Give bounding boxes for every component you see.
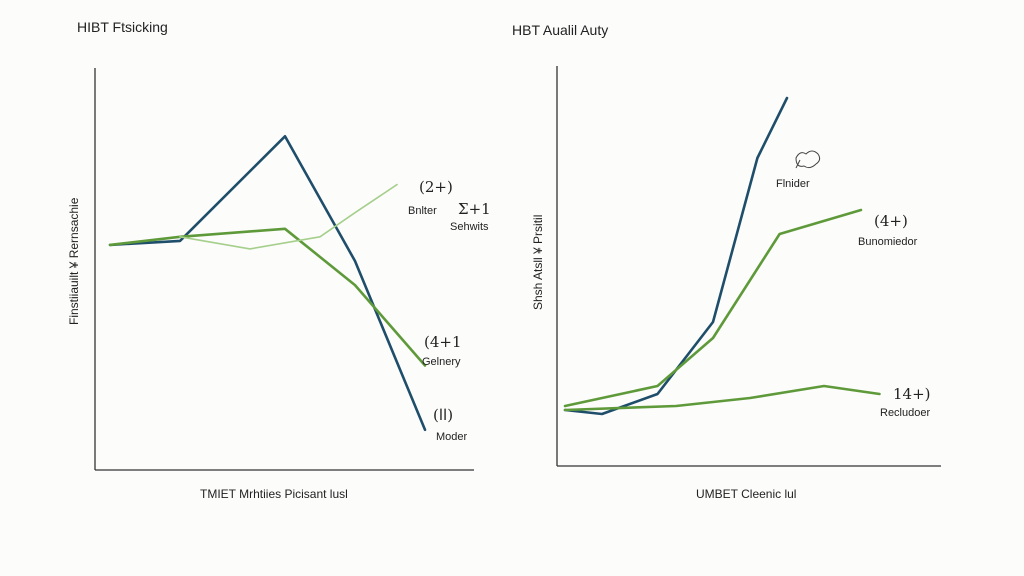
chart-left-annotation-value: Ʃ+1	[458, 200, 491, 218]
chart-left-annotation-label: Sehwits	[450, 221, 489, 233]
doodle-icon	[795, 150, 821, 169]
chart-left-annotation-label: Bnlter	[408, 205, 437, 217]
chart-left-annotation-value: (4+1	[424, 333, 462, 351]
chart-left-annotation-value: (اا)	[433, 406, 453, 424]
chart-left-series-line	[108, 227, 427, 367]
chart-left-plot	[108, 135, 427, 432]
chart-right-annotation-label: Bunomiedor	[858, 236, 918, 248]
chart-right-series-line	[563, 384, 881, 412]
chart-right-title: HBT Aualil Auty	[512, 22, 608, 38]
chart-right-y-label: Shsh Atsll ¥ Prsitil	[531, 215, 545, 310]
chart-right-plot	[563, 96, 881, 416]
chart-left-annotation-value: (2+)	[419, 178, 453, 196]
chart-left-annotation-label: Gelnery	[422, 356, 461, 368]
chart-right-annotation-label: Flnider	[776, 178, 810, 190]
chart-left-series-line	[179, 183, 398, 250]
chart-left: HIBT Ftsicking TMIET Mrhtiies Picisant l…	[67, 19, 491, 501]
chart-right-annotation-value: 14+)	[893, 385, 931, 403]
chart-right-annotation-value: (4+)	[874, 212, 908, 230]
chart-right-x-label: UMBET Cleenic lul	[696, 487, 796, 501]
chart-right: HBT Aualil Auty UMBET Cleenic lul Shsh A…	[512, 22, 941, 501]
chart-left-x-label: TMIET Mrhtiies Picisant lusl	[200, 487, 348, 501]
chart-left-annotation-label: Moder	[436, 431, 468, 443]
chart-right-annotation-label: Recludoer	[880, 407, 930, 419]
chart-right-series-line	[563, 96, 789, 416]
chart-left-series-line	[108, 135, 427, 432]
chart-left-y-label: Finstiiauilt ¥ Rernsachie	[67, 197, 81, 325]
chart-right-series-line	[563, 208, 863, 408]
chart-left-title: HIBT Ftsicking	[77, 19, 168, 35]
